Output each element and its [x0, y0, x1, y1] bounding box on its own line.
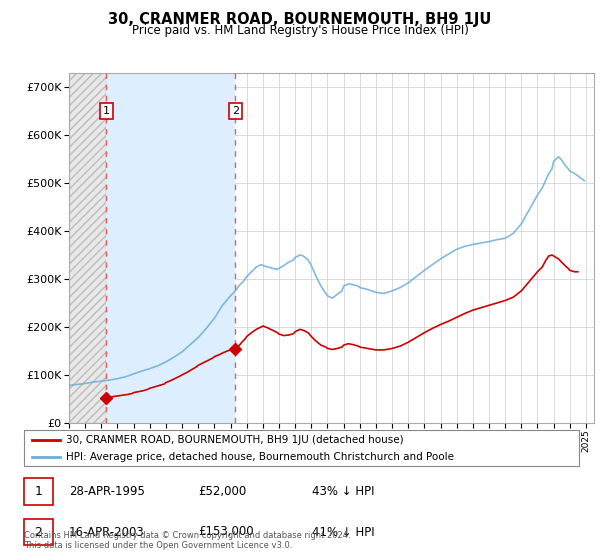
Text: £52,000: £52,000	[198, 485, 246, 498]
Text: 1: 1	[34, 485, 43, 498]
Text: 30, CRANMER ROAD, BOURNEMOUTH, BH9 1JU (detached house): 30, CRANMER ROAD, BOURNEMOUTH, BH9 1JU (…	[65, 435, 403, 445]
FancyBboxPatch shape	[24, 430, 579, 466]
Bar	[106, 73, 235, 423]
Text: 30, CRANMER ROAD, BOURNEMOUTH, BH9 1JU: 30, CRANMER ROAD, BOURNEMOUTH, BH9 1JU	[109, 12, 491, 27]
Text: 1: 1	[103, 106, 110, 116]
Text: 2: 2	[232, 106, 239, 116]
Bar	[69, 73, 106, 423]
Text: 43% ↓ HPI: 43% ↓ HPI	[312, 485, 374, 498]
Text: 16-APR-2003: 16-APR-2003	[69, 525, 145, 539]
Text: HPI: Average price, detached house, Bournemouth Christchurch and Poole: HPI: Average price, detached house, Bour…	[65, 452, 454, 462]
Text: Price paid vs. HM Land Registry's House Price Index (HPI): Price paid vs. HM Land Registry's House …	[131, 24, 469, 37]
Text: 41% ↓ HPI: 41% ↓ HPI	[312, 525, 374, 539]
Text: Contains HM Land Registry data © Crown copyright and database right 2024.
This d: Contains HM Land Registry data © Crown c…	[24, 530, 350, 550]
Text: 2: 2	[34, 525, 43, 539]
Text: £153,000: £153,000	[198, 525, 254, 539]
Text: 28-APR-1995: 28-APR-1995	[69, 485, 145, 498]
